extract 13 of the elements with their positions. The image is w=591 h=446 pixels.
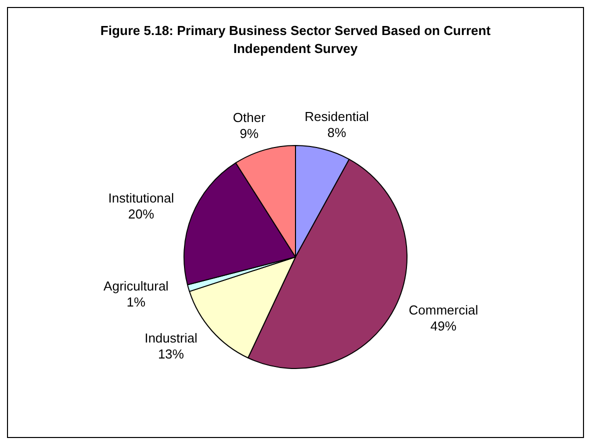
- data-label: 8%: [327, 124, 347, 140]
- slice-label: Residential: [304, 108, 370, 124]
- data-label: 49%: [430, 318, 457, 334]
- slice-label: Agricultural: [104, 278, 169, 294]
- slice-label: Institutional: [108, 190, 174, 206]
- data-label: 20%: [128, 206, 155, 222]
- slice-label: Other: [232, 110, 266, 125]
- chart-title: Figure 5.18: Primary Business Sector Served Based on Current Independent Survey: [99, 22, 492, 58]
- slice-label: Industrial: [144, 330, 198, 346]
- data-label: 13%: [158, 346, 184, 362]
- data-label: 1%: [126, 294, 146, 310]
- data-label: 9%: [240, 126, 260, 141]
- slice-label: Commercial: [408, 302, 478, 318]
